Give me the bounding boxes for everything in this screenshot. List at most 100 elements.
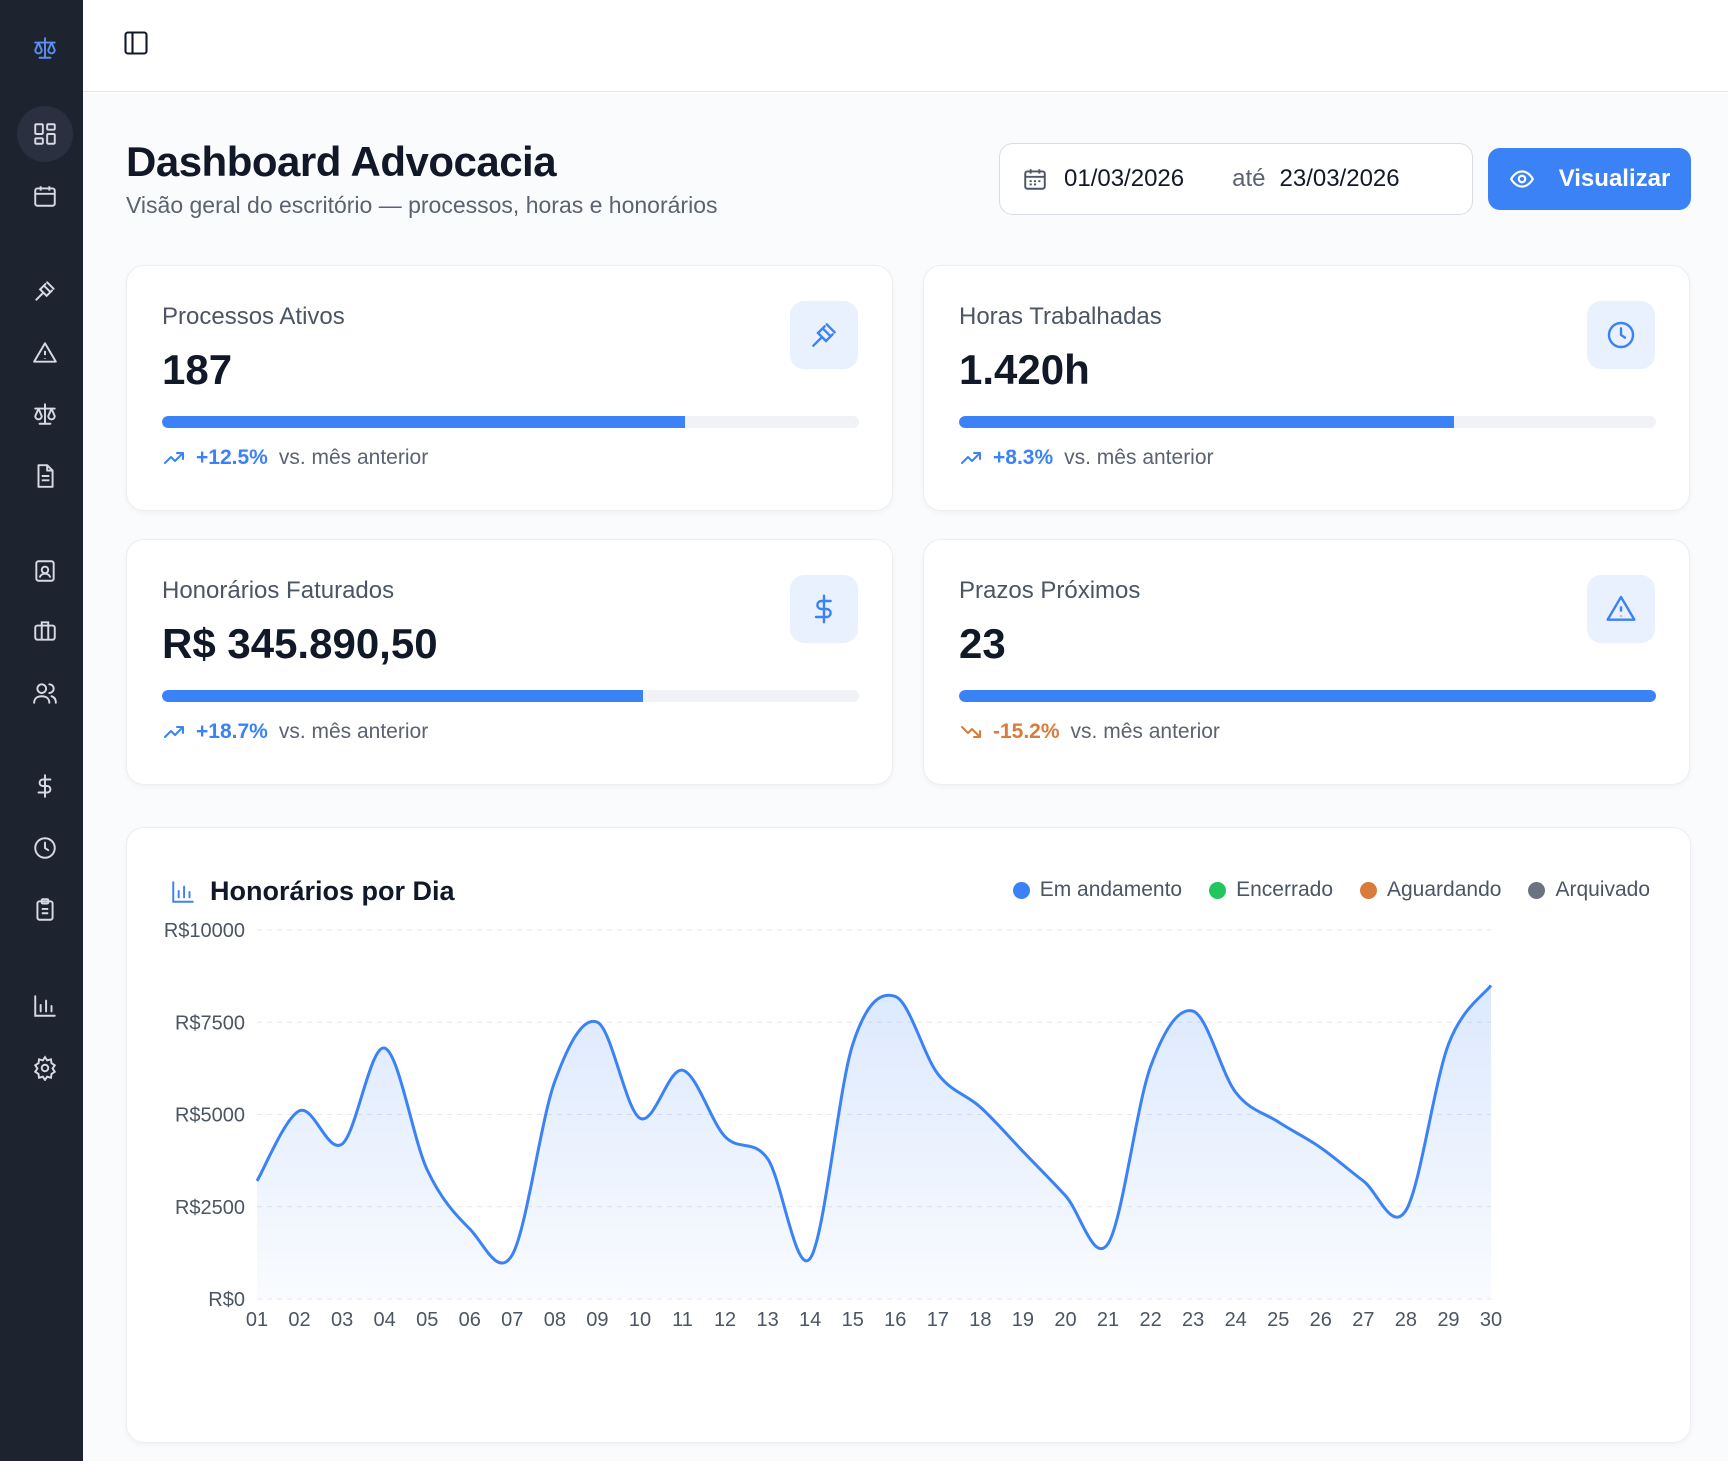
sidebar-item-processos[interactable]: [17, 263, 73, 319]
chart-legend: Em andamento Encerrado Aguardando Arquiv…: [1012, 878, 1650, 902]
data-point: [383, 1047, 386, 1050]
kpi-value: 1.420h: [959, 346, 1090, 393]
x-tick-label: 27: [1352, 1309, 1374, 1331]
data-point: [681, 1069, 684, 1072]
kpi-trend-text: vs. mês anterior: [1070, 720, 1220, 743]
data-point: [1490, 984, 1493, 987]
eye-icon: [1509, 170, 1534, 188]
legend-dot: [1528, 881, 1546, 899]
kpi-trend-pct: -15.2%: [993, 720, 1060, 743]
sidebar-item-configuracoes[interactable]: [17, 1040, 73, 1096]
x-tick-label: 09: [586, 1309, 608, 1331]
chart-card: R$0 R$2500 R$5000 R$7500 R$10000 01 02 03 04 05 06…: [126, 827, 1691, 1443]
data-point: [809, 1257, 812, 1260]
sidebar-item-horas[interactable]: [17, 820, 73, 876]
x-tick-label: 06: [459, 1309, 481, 1331]
sidebar-item-justica[interactable]: [17, 386, 73, 442]
data-point: [511, 1253, 514, 1256]
legend-label: Em andamento: [1039, 878, 1183, 901]
x-tick-label: 12: [714, 1309, 736, 1331]
sidebar-item-calendar[interactable]: [17, 168, 73, 224]
data-point: [1277, 1120, 1280, 1123]
panel-left-icon: [124, 31, 148, 55]
sidebar-item-contatos[interactable]: [17, 543, 73, 599]
legend-item-encerrado[interactable]: Encerrado: [1209, 878, 1333, 902]
y-tick-label: R$2500: [175, 1197, 245, 1219]
scale-icon: [34, 403, 56, 425]
kpi-progress-track: [959, 416, 1656, 428]
x-tick-label: 07: [501, 1309, 523, 1331]
sidebar-item-prazos[interactable]: [17, 325, 73, 381]
scale-logo-icon[interactable]: [17, 20, 73, 76]
sidebar-item-relatorios[interactable]: [17, 978, 73, 1034]
sidebar-toggle-button[interactable]: [121, 28, 151, 58]
x-tick-label: 05: [416, 1309, 438, 1331]
data-point: [766, 1157, 769, 1160]
legend-item-aguardando[interactable]: Aguardando: [1360, 878, 1501, 902]
x-tick-label: 02: [288, 1309, 310, 1331]
kpi-trend-pct: +18.7%: [196, 720, 268, 743]
data-point: [1234, 1091, 1237, 1094]
date-end[interactable]: 23/03/2026: [1279, 165, 1400, 192]
topbar: [83, 0, 1728, 92]
kpi-trend: +12.5% vs. mês anterior: [162, 446, 428, 470]
data-point: [1064, 1194, 1067, 1197]
gavel-icon: [812, 323, 836, 347]
kpi-icon-box: [790, 301, 858, 369]
legend-dot: [1360, 881, 1377, 899]
y-tick-label: R$7500: [175, 1012, 245, 1034]
gavel-icon: [35, 281, 55, 301]
legend-dot: [1012, 881, 1030, 899]
kpi-label: Honorários Faturados: [162, 577, 395, 604]
sidebar-item-dashboard[interactable]: [17, 106, 73, 162]
kpi-progress-track: [162, 416, 859, 428]
data-point: [596, 1021, 599, 1024]
area-fill: [257, 985, 1491, 1299]
sidebar: [0, 0, 83, 1461]
x-tick-label: 13: [756, 1309, 778, 1331]
kpi-trend-text: vs. mês anterior: [278, 446, 429, 469]
x-tick-label: 24: [1225, 1309, 1247, 1331]
kpi-progress-fill: [959, 690, 1656, 702]
clipboard-icon: [36, 898, 54, 921]
calendar-icon: [34, 186, 56, 207]
data-point: [936, 1072, 939, 1075]
x-tick-label: 21: [1097, 1309, 1119, 1331]
kpi-trend-text: vs. mês anterior: [278, 720, 429, 743]
trending-down-icon: [961, 726, 981, 738]
document-icon: [37, 464, 54, 488]
x-tick-label: 11: [672, 1309, 693, 1331]
kpi-progress-fill: [959, 416, 1454, 428]
data-point: [1107, 1242, 1110, 1245]
data-point: [1319, 1146, 1322, 1149]
x-tick-label: 29: [1437, 1309, 1459, 1331]
legend-label: Aguardando: [1387, 878, 1502, 901]
x-tick-label: 04: [374, 1309, 396, 1331]
visualizar-button[interactable]: Visualizar: [1488, 148, 1691, 210]
sidebar-item-clientes[interactable]: [17, 665, 73, 721]
legend-item-arquivado[interactable]: Arquivado: [1528, 878, 1650, 902]
date-start[interactable]: 01/03/2026: [1064, 165, 1185, 192]
kpi-trend-text: vs. mês anterior: [1064, 446, 1214, 469]
clock-icon: [34, 837, 56, 859]
sidebar-item-casos[interactable]: [17, 603, 73, 659]
chart-title-text: Honorários por Dia: [210, 876, 455, 906]
date-range-picker[interactable]: 01/03/2026 até 23/03/2026: [999, 143, 1473, 215]
sidebar-item-financeiro[interactable]: [17, 758, 73, 814]
users-icon: [33, 683, 57, 704]
page-title: Dashboard Advocacia: [126, 138, 557, 185]
legend-item-em-andamento[interactable]: Em andamento: [1012, 878, 1183, 902]
kpi-progress-track: [959, 690, 1656, 702]
sidebar-item-tarefas[interactable]: [17, 882, 73, 938]
sidebar-item-documentos[interactable]: [17, 448, 73, 504]
data-point: [724, 1135, 727, 1138]
x-tick-label: 23: [1182, 1309, 1204, 1331]
x-tick-label: 20: [1054, 1309, 1076, 1331]
data-point: [1362, 1179, 1365, 1182]
x-tick-label: 08: [544, 1309, 566, 1331]
x-tick-label: 01: [246, 1309, 268, 1331]
kpi-label: Prazos Próximos: [959, 577, 1141, 604]
kpi-icon-box: [790, 575, 858, 643]
x-tick-label: 16: [884, 1309, 906, 1331]
kpi-card-processos: Processos Ativos 187 +12.5% vs. mês ante…: [126, 265, 893, 511]
